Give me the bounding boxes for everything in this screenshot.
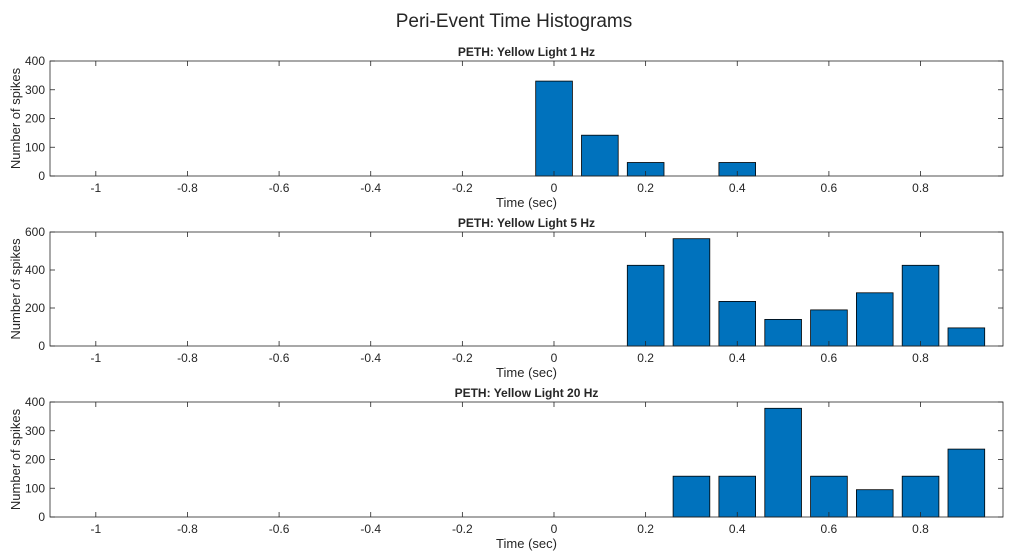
y-tick-label: 400 bbox=[25, 54, 45, 68]
x-tick-label: -0.6 bbox=[269, 181, 290, 195]
bar bbox=[810, 475, 848, 518]
x-tick-label: 0.6 bbox=[821, 181, 838, 195]
y-tick-label: 0 bbox=[38, 510, 45, 524]
x-axis-label: Time (sec) bbox=[496, 365, 557, 380]
y-tick-label: 200 bbox=[25, 453, 45, 467]
bar bbox=[672, 475, 711, 518]
x-tick-label: -0.4 bbox=[360, 351, 381, 365]
y-tick-label: 0 bbox=[38, 339, 45, 353]
bar bbox=[810, 309, 848, 347]
x-tick-label: -1 bbox=[90, 351, 101, 365]
x-tick-label: 0.8 bbox=[912, 181, 929, 195]
x-tick-label: -0.4 bbox=[360, 522, 381, 536]
bar bbox=[901, 264, 940, 347]
bar bbox=[764, 407, 802, 518]
bar bbox=[626, 264, 665, 347]
bar bbox=[535, 80, 573, 177]
bar bbox=[764, 318, 802, 347]
x-tick-label: 0.8 bbox=[912, 522, 929, 536]
x-tick-label: 0.2 bbox=[637, 181, 654, 195]
x-tick-label: 0.6 bbox=[821, 351, 838, 365]
bar bbox=[901, 475, 940, 518]
x-tick-label: -0.6 bbox=[269, 351, 290, 365]
bar bbox=[581, 134, 619, 177]
y-tick-label: 200 bbox=[25, 301, 45, 315]
y-tick-label: 100 bbox=[25, 481, 45, 495]
x-tick-label: 0.4 bbox=[729, 351, 746, 365]
x-tick-label: -0.2 bbox=[452, 522, 473, 536]
y-tick-label: 200 bbox=[25, 112, 45, 126]
y-tick-label: 300 bbox=[25, 424, 45, 438]
x-tick-label: 0.2 bbox=[637, 522, 654, 536]
bar bbox=[718, 475, 757, 518]
axes-box bbox=[49, 231, 1004, 347]
axes-box bbox=[49, 60, 1004, 177]
x-tick-label: -1 bbox=[90, 522, 101, 536]
x-tick-label: -0.8 bbox=[177, 351, 198, 365]
y-tick-label: 300 bbox=[25, 83, 45, 97]
x-tick-label: 0 bbox=[551, 351, 558, 365]
bar bbox=[856, 489, 894, 518]
x-tick-label: -0.6 bbox=[269, 522, 290, 536]
x-tick-label: 0.6 bbox=[821, 522, 838, 536]
y-tick-label: 400 bbox=[25, 263, 45, 277]
y-tick-label: 0 bbox=[38, 169, 45, 183]
x-axis-label: Time (sec) bbox=[496, 536, 557, 551]
bar bbox=[947, 448, 986, 518]
x-tick-label: -0.2 bbox=[452, 181, 473, 195]
subplot-title: PETH: Yellow Light 5 Hz bbox=[458, 216, 595, 230]
x-tick-label: -0.4 bbox=[360, 181, 381, 195]
bar bbox=[718, 300, 757, 347]
x-tick-label: 0.4 bbox=[729, 181, 746, 195]
y-axis-label: Number of spikes bbox=[8, 238, 23, 340]
y-tick-label: 600 bbox=[25, 225, 45, 239]
figure-title: Peri-Event Time Histograms bbox=[396, 11, 633, 32]
y-axis-label: Number of spikes bbox=[8, 408, 23, 510]
subplot-title: PETH: Yellow Light 1 Hz bbox=[458, 45, 595, 59]
x-tick-label: 0 bbox=[551, 522, 558, 536]
x-tick-label: 0 bbox=[551, 181, 558, 195]
x-tick-label: 0.4 bbox=[729, 522, 746, 536]
x-axis-label: Time (sec) bbox=[496, 195, 557, 210]
x-tick-label: -1 bbox=[90, 181, 101, 195]
x-tick-label: -0.8 bbox=[177, 181, 198, 195]
x-tick-label: -0.8 bbox=[177, 522, 198, 536]
x-tick-label: 0.2 bbox=[637, 351, 654, 365]
bar bbox=[856, 292, 894, 347]
y-tick-label: 100 bbox=[25, 140, 45, 154]
bar bbox=[947, 327, 986, 347]
subplot-title: PETH: Yellow Light 20 Hz bbox=[455, 386, 599, 400]
y-axis-label: Number of spikes bbox=[8, 67, 23, 169]
bar bbox=[672, 238, 711, 347]
x-tick-label: 0.8 bbox=[912, 351, 929, 365]
x-tick-label: -0.2 bbox=[452, 351, 473, 365]
y-tick-label: 400 bbox=[25, 395, 45, 409]
